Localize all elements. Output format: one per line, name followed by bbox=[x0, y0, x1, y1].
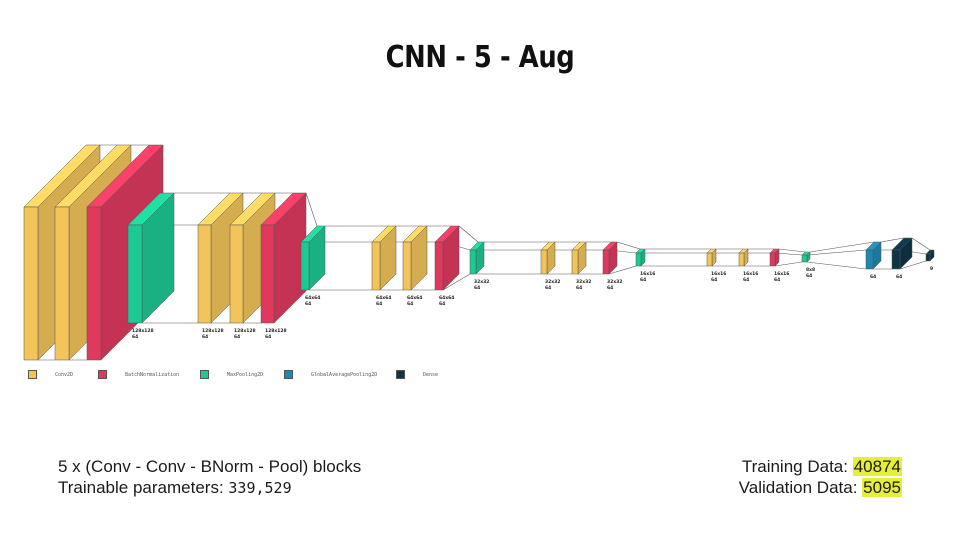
layer-size-label: 64 bbox=[896, 274, 902, 280]
data-info: Training Data: 40874 Validation Data: 50… bbox=[739, 456, 902, 498]
dense-swatch bbox=[396, 370, 405, 379]
layer-size-label: 128x128 bbox=[132, 328, 154, 334]
layer-size-label: 64x64 bbox=[376, 295, 391, 301]
layer-globalaveragepooling2d: 64 bbox=[865, 241, 882, 280]
layer-size-label: 64x64 bbox=[439, 295, 454, 301]
layer-depth-label: 64 bbox=[774, 277, 780, 283]
layer-size-label: 16x16 bbox=[774, 271, 789, 277]
layer-depth-label: 64 bbox=[305, 301, 311, 307]
layer-depth-label: 64 bbox=[132, 334, 138, 340]
legend-label: GlobalAveragePooling2D bbox=[311, 371, 378, 378]
legend-label: MaxPooling2D bbox=[227, 371, 264, 378]
maxpool-swatch bbox=[200, 370, 209, 379]
layer-depth-label: 64 bbox=[640, 277, 646, 283]
layer-depth-label: 64 bbox=[743, 277, 749, 283]
layer-size-label: 16x16 bbox=[743, 271, 758, 277]
validation-line: Validation Data: 5095 bbox=[739, 477, 902, 498]
layer-size-label: 64 bbox=[870, 274, 876, 280]
layer-size-label: 64x64 bbox=[305, 295, 320, 301]
layer-depth-label: 64 bbox=[439, 301, 445, 307]
layer-size-label: 64x64 bbox=[407, 295, 422, 301]
legend-item-gap: GlobalAveragePooling2D bbox=[284, 370, 377, 379]
legend-label: Conv2D bbox=[55, 371, 74, 378]
layer-dense: 9 bbox=[925, 249, 935, 272]
legend-item-conv2d: Conv2D bbox=[28, 370, 73, 379]
conv2d-swatch bbox=[28, 370, 37, 379]
training-label: Training Data: bbox=[741, 457, 848, 476]
params-label: Trainable parameters: bbox=[58, 478, 224, 497]
layer-depth-label: 64 bbox=[376, 301, 382, 307]
validation-value: 5095 bbox=[862, 478, 902, 497]
legend-label: BatchNormalization bbox=[125, 371, 180, 378]
layer-depth-label: 64 bbox=[234, 334, 240, 340]
layer-depth-label: 64 bbox=[545, 285, 551, 291]
training-value: 40874 bbox=[852, 457, 902, 476]
layer-dense: 64 bbox=[891, 237, 913, 280]
params-value: 339,529 bbox=[228, 479, 292, 497]
gap-swatch bbox=[284, 370, 293, 379]
page-title: CNN - 5 - Aug bbox=[385, 40, 575, 75]
legend-item-maxpool: MaxPooling2D bbox=[200, 370, 263, 379]
layer-size-label: 9 bbox=[930, 266, 933, 272]
layer-size-label: 128x128 bbox=[265, 328, 287, 334]
params-line: Trainable parameters: 339,529 bbox=[58, 477, 361, 499]
legend-item-dense: Dense bbox=[396, 370, 438, 379]
layer-depth-label: 64 bbox=[265, 334, 271, 340]
layer-depth-label: 64 bbox=[474, 285, 480, 291]
batchnorm-swatch bbox=[98, 370, 107, 379]
layer-depth-label: 64 bbox=[407, 301, 413, 307]
layer-size-label: 128x128 bbox=[234, 328, 256, 334]
layer-depth-label: 64 bbox=[202, 334, 208, 340]
legend-label: Dense bbox=[423, 371, 439, 378]
validation-label: Validation Data: bbox=[738, 478, 858, 497]
layer-depth-label: 64 bbox=[576, 285, 582, 291]
layer-size-label: 32x32 bbox=[545, 279, 560, 285]
layer-size-label: 32x32 bbox=[474, 279, 489, 285]
layer-depth-label: 64 bbox=[806, 273, 812, 279]
layer-size-label: 16x16 bbox=[640, 271, 655, 277]
layer-depth-label: 64 bbox=[711, 277, 717, 283]
layer-size-label: 32x32 bbox=[576, 279, 591, 285]
blocks-description: 5 x (Conv - Conv - BNorm - Pool) blocks bbox=[58, 457, 362, 476]
legend-item-batchnorm: BatchNormalization bbox=[98, 370, 179, 379]
layer-size-label: 16x16 bbox=[711, 271, 726, 277]
layer-size-label: 8x8 bbox=[806, 267, 815, 273]
layer-size-label: 32x32 bbox=[607, 279, 622, 285]
training-line: Training Data: 40874 bbox=[739, 456, 902, 477]
model-info: 5 x (Conv - Conv - BNorm - Pool) blocks … bbox=[58, 456, 361, 499]
layer-depth-label: 64 bbox=[607, 285, 613, 291]
layer-size-label: 128x128 bbox=[202, 328, 224, 334]
